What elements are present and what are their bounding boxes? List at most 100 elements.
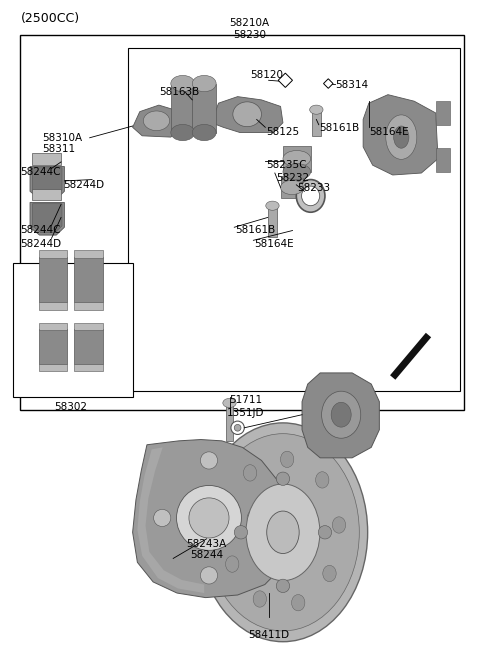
Polygon shape bbox=[324, 79, 333, 88]
Text: 58310A
58311: 58310A 58311 bbox=[42, 133, 82, 154]
Ellipse shape bbox=[266, 201, 279, 210]
Ellipse shape bbox=[192, 124, 216, 141]
Polygon shape bbox=[30, 166, 64, 199]
Circle shape bbox=[276, 579, 289, 593]
Bar bbox=[226, 403, 233, 441]
Text: 58314: 58314 bbox=[336, 80, 369, 90]
Bar bbox=[38, 328, 67, 365]
Bar bbox=[74, 365, 103, 371]
Circle shape bbox=[200, 452, 217, 469]
Bar bbox=[312, 110, 321, 136]
Text: 51711: 51711 bbox=[229, 395, 263, 405]
Ellipse shape bbox=[332, 517, 346, 533]
Bar bbox=[74, 323, 103, 330]
Polygon shape bbox=[363, 95, 438, 175]
Circle shape bbox=[234, 424, 241, 431]
Circle shape bbox=[276, 472, 289, 486]
Ellipse shape bbox=[386, 115, 417, 159]
Ellipse shape bbox=[310, 105, 323, 114]
Ellipse shape bbox=[144, 111, 169, 131]
Ellipse shape bbox=[322, 391, 361, 438]
Text: 58411D: 58411D bbox=[248, 630, 289, 641]
Bar bbox=[33, 189, 61, 200]
Ellipse shape bbox=[283, 164, 311, 180]
Bar bbox=[21, 35, 464, 410]
Ellipse shape bbox=[223, 398, 236, 407]
Text: 58164E: 58164E bbox=[369, 127, 408, 137]
Ellipse shape bbox=[296, 179, 325, 212]
Bar bbox=[281, 176, 303, 198]
Bar bbox=[74, 257, 103, 302]
Bar bbox=[13, 263, 132, 397]
Text: 58163B: 58163B bbox=[159, 87, 199, 97]
Polygon shape bbox=[132, 440, 291, 598]
Bar bbox=[38, 365, 67, 371]
Ellipse shape bbox=[394, 126, 409, 148]
Bar bbox=[171, 83, 195, 133]
Ellipse shape bbox=[253, 591, 266, 607]
Text: 1351JD: 1351JD bbox=[227, 408, 264, 419]
Bar bbox=[38, 302, 67, 310]
Bar bbox=[283, 146, 311, 171]
Ellipse shape bbox=[291, 595, 305, 611]
Text: 58244C: 58244C bbox=[21, 166, 61, 177]
Circle shape bbox=[154, 509, 171, 526]
Bar bbox=[268, 206, 277, 237]
Text: 58161B: 58161B bbox=[235, 225, 276, 235]
Text: 58244C: 58244C bbox=[21, 225, 61, 235]
Bar bbox=[38, 257, 67, 302]
Text: 58125: 58125 bbox=[266, 127, 300, 137]
Text: 58244D: 58244D bbox=[63, 179, 105, 190]
Text: (2500CC): (2500CC) bbox=[21, 12, 80, 25]
Text: 58161B: 58161B bbox=[319, 123, 359, 133]
Ellipse shape bbox=[301, 186, 320, 206]
Text: 58233: 58233 bbox=[297, 183, 330, 194]
Ellipse shape bbox=[331, 402, 351, 427]
Bar bbox=[128, 47, 459, 390]
Ellipse shape bbox=[315, 472, 329, 488]
Ellipse shape bbox=[246, 484, 320, 581]
Polygon shape bbox=[30, 202, 64, 235]
Text: 58164E: 58164E bbox=[254, 239, 294, 249]
Ellipse shape bbox=[283, 150, 311, 167]
Polygon shape bbox=[278, 73, 292, 87]
Ellipse shape bbox=[280, 451, 294, 468]
Bar bbox=[192, 83, 216, 133]
Polygon shape bbox=[211, 97, 283, 133]
Bar bbox=[436, 148, 450, 171]
Text: 58120: 58120 bbox=[250, 70, 283, 81]
Bar bbox=[38, 250, 67, 258]
Text: 58243A
58244: 58243A 58244 bbox=[186, 539, 227, 560]
Polygon shape bbox=[132, 105, 182, 137]
Circle shape bbox=[189, 498, 229, 538]
Polygon shape bbox=[33, 204, 62, 233]
Bar bbox=[74, 328, 103, 365]
Ellipse shape bbox=[171, 76, 195, 92]
Polygon shape bbox=[33, 168, 62, 196]
Polygon shape bbox=[137, 447, 204, 593]
Bar bbox=[74, 250, 103, 258]
Circle shape bbox=[177, 486, 241, 551]
Polygon shape bbox=[302, 373, 379, 458]
Bar bbox=[436, 101, 450, 125]
Bar bbox=[33, 154, 61, 165]
Ellipse shape bbox=[226, 556, 239, 572]
Ellipse shape bbox=[222, 506, 235, 522]
Text: 58210A
58230: 58210A 58230 bbox=[229, 18, 270, 40]
Text: 58244D: 58244D bbox=[21, 239, 61, 249]
Ellipse shape bbox=[233, 102, 262, 127]
Ellipse shape bbox=[267, 511, 299, 554]
Ellipse shape bbox=[243, 464, 257, 481]
Ellipse shape bbox=[171, 124, 195, 141]
Text: 58232: 58232 bbox=[276, 173, 309, 183]
Circle shape bbox=[247, 509, 264, 526]
Bar bbox=[74, 302, 103, 310]
Circle shape bbox=[234, 526, 248, 539]
Text: 58235C: 58235C bbox=[266, 160, 307, 170]
Ellipse shape bbox=[281, 180, 303, 194]
Text: 58302: 58302 bbox=[54, 401, 87, 412]
Circle shape bbox=[231, 421, 244, 434]
Circle shape bbox=[200, 567, 217, 584]
Ellipse shape bbox=[198, 423, 368, 642]
Ellipse shape bbox=[206, 434, 360, 631]
